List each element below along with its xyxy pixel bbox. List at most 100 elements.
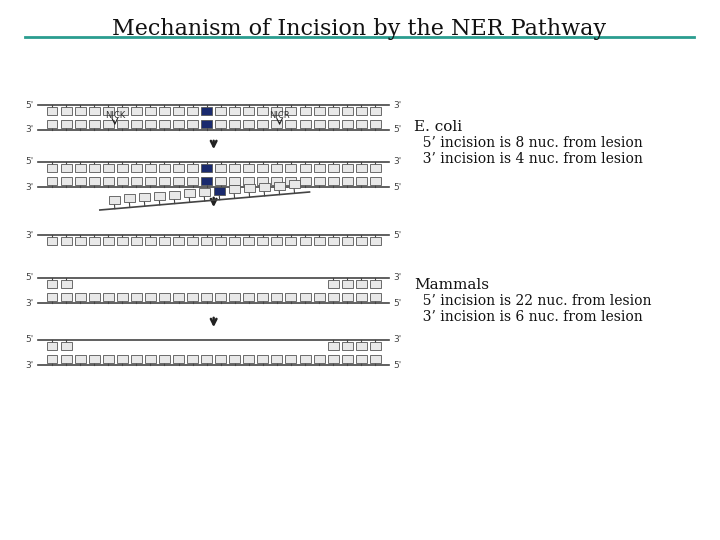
- Bar: [243, 120, 254, 128]
- Bar: [356, 107, 366, 115]
- Bar: [117, 107, 127, 115]
- Bar: [117, 355, 127, 363]
- Bar: [271, 164, 282, 172]
- Bar: [300, 237, 310, 245]
- Bar: [89, 237, 99, 245]
- Bar: [47, 120, 58, 128]
- Text: 5': 5': [26, 158, 34, 166]
- Bar: [89, 164, 99, 172]
- Bar: [47, 293, 58, 301]
- Bar: [103, 177, 114, 185]
- Bar: [145, 237, 156, 245]
- Bar: [300, 107, 310, 115]
- Bar: [215, 237, 226, 245]
- Bar: [201, 293, 212, 301]
- Bar: [117, 293, 127, 301]
- Bar: [60, 237, 71, 245]
- Bar: [201, 164, 212, 172]
- Bar: [187, 107, 198, 115]
- Bar: [342, 120, 353, 128]
- Bar: [243, 237, 254, 245]
- Bar: [300, 120, 310, 128]
- Text: Mechanism of Incision by the NER Pathway: Mechanism of Incision by the NER Pathway: [112, 18, 606, 40]
- Bar: [370, 280, 381, 288]
- Bar: [314, 120, 325, 128]
- Bar: [75, 293, 86, 301]
- Bar: [215, 177, 226, 185]
- Bar: [75, 177, 86, 185]
- Bar: [89, 177, 99, 185]
- Bar: [60, 107, 71, 115]
- Bar: [168, 191, 180, 199]
- Bar: [89, 120, 99, 128]
- Bar: [145, 107, 156, 115]
- Bar: [257, 164, 269, 172]
- Bar: [131, 120, 142, 128]
- Bar: [356, 280, 366, 288]
- Bar: [173, 293, 184, 301]
- Text: 5': 5': [393, 299, 402, 307]
- Bar: [342, 293, 353, 301]
- Bar: [103, 355, 114, 363]
- Bar: [60, 293, 71, 301]
- Bar: [47, 237, 58, 245]
- Bar: [75, 120, 86, 128]
- Bar: [131, 237, 142, 245]
- Text: 5': 5': [393, 183, 402, 192]
- Bar: [214, 187, 225, 195]
- Bar: [201, 355, 212, 363]
- Bar: [215, 355, 226, 363]
- Bar: [117, 164, 127, 172]
- Text: 3': 3': [26, 125, 34, 134]
- Bar: [286, 237, 297, 245]
- Bar: [89, 355, 99, 363]
- Bar: [229, 355, 240, 363]
- Bar: [187, 120, 198, 128]
- Bar: [289, 180, 300, 188]
- Bar: [124, 194, 135, 202]
- Bar: [60, 164, 71, 172]
- Bar: [60, 280, 71, 288]
- Bar: [187, 355, 198, 363]
- Bar: [271, 120, 282, 128]
- Bar: [356, 237, 366, 245]
- Bar: [103, 120, 114, 128]
- Bar: [187, 164, 198, 172]
- Bar: [314, 355, 325, 363]
- Bar: [328, 164, 338, 172]
- Bar: [47, 164, 58, 172]
- Text: 3': 3': [26, 183, 34, 192]
- Bar: [370, 237, 381, 245]
- Bar: [370, 164, 381, 172]
- Text: 3’ incision is 4 nuc. from lesion: 3’ incision is 4 nuc. from lesion: [414, 152, 643, 166]
- Bar: [300, 164, 310, 172]
- Bar: [271, 293, 282, 301]
- Bar: [356, 293, 366, 301]
- Bar: [60, 355, 71, 363]
- Bar: [370, 342, 381, 350]
- Bar: [286, 293, 297, 301]
- Bar: [356, 355, 366, 363]
- Bar: [215, 120, 226, 128]
- Bar: [47, 107, 58, 115]
- Bar: [75, 164, 86, 172]
- Bar: [159, 177, 170, 185]
- Text: 3': 3': [26, 231, 34, 240]
- Bar: [117, 177, 127, 185]
- Bar: [314, 164, 325, 172]
- Bar: [75, 237, 86, 245]
- Bar: [271, 355, 282, 363]
- Bar: [117, 120, 127, 128]
- Bar: [342, 280, 353, 288]
- Bar: [243, 293, 254, 301]
- Bar: [286, 120, 297, 128]
- Bar: [215, 293, 226, 301]
- Bar: [145, 177, 156, 185]
- Bar: [356, 120, 366, 128]
- Bar: [243, 184, 255, 192]
- Bar: [75, 355, 86, 363]
- Bar: [328, 177, 338, 185]
- Bar: [145, 120, 156, 128]
- Bar: [328, 237, 338, 245]
- Text: 3': 3': [393, 158, 402, 166]
